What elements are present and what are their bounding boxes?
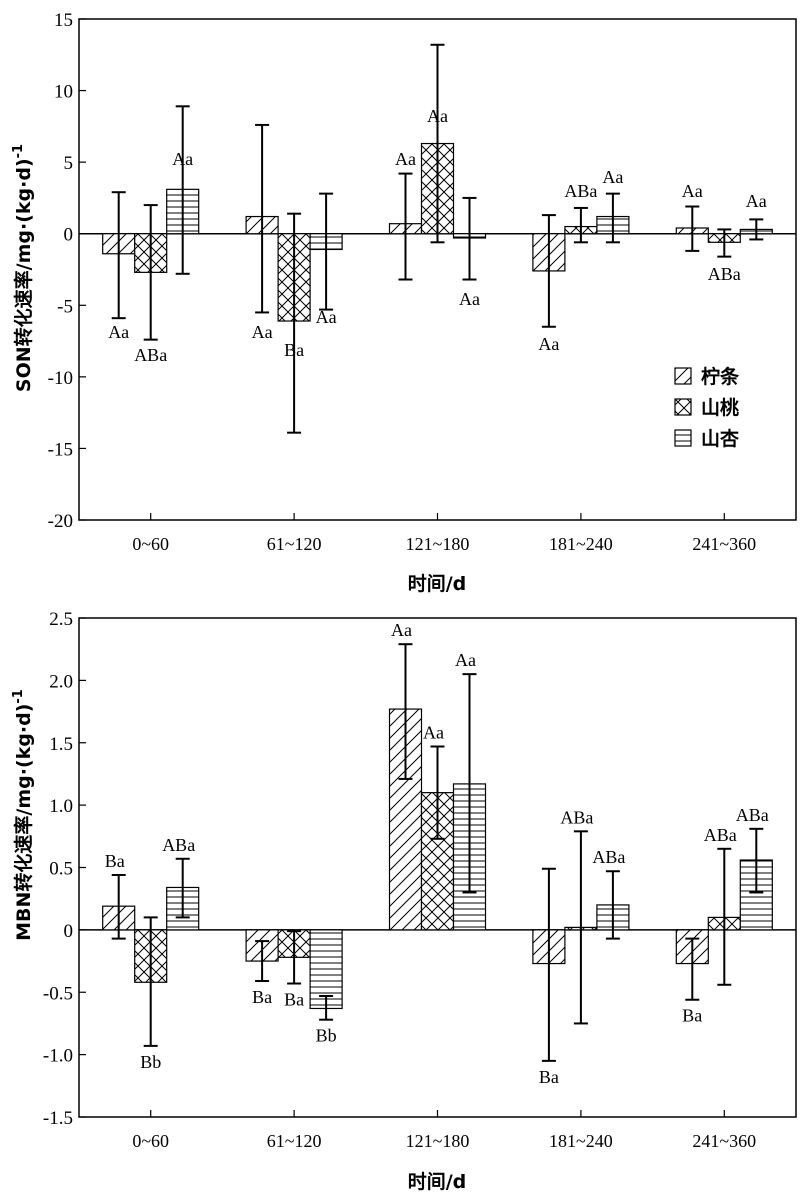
y-axis-label: SON转化速率/mg·(kg·d)-1 bbox=[11, 144, 35, 392]
significance-label: Aa bbox=[427, 106, 448, 126]
significance-label: Ba bbox=[539, 1067, 559, 1087]
x-tick-label: 121~180 bbox=[406, 1131, 470, 1151]
significance-label: Aa bbox=[316, 307, 337, 327]
y-tick-label: 2.0 bbox=[49, 671, 73, 692]
y-tick-label: -1.0 bbox=[43, 1046, 73, 1067]
y-tick-label: 1.0 bbox=[49, 796, 73, 817]
significance-label: ABa bbox=[708, 264, 741, 284]
x-tick-label: 61~120 bbox=[267, 534, 322, 554]
significance-label: ABa bbox=[736, 805, 769, 825]
y-tick-label: 0 bbox=[64, 921, 74, 942]
legend-swatch bbox=[674, 367, 692, 385]
x-tick-label: 121~180 bbox=[406, 534, 470, 554]
x-tick-label: 181~240 bbox=[549, 1131, 613, 1151]
y-tick-label: -15 bbox=[48, 439, 73, 460]
y-tick-label: 2.5 bbox=[49, 609, 73, 630]
y-tick-label: 0 bbox=[64, 225, 74, 246]
significance-label: Ba bbox=[284, 990, 304, 1010]
significance-label: Aa bbox=[538, 334, 559, 354]
significance-label: Aa bbox=[391, 620, 412, 640]
x-tick-label: 61~120 bbox=[267, 1131, 322, 1151]
significance-label: Ba bbox=[284, 340, 304, 360]
x-tick-label: 241~360 bbox=[692, 1131, 756, 1151]
significance-label: ABa bbox=[134, 345, 167, 365]
legend-swatch bbox=[674, 398, 692, 416]
y-tick-label: -1.5 bbox=[43, 1108, 73, 1129]
bar bbox=[420, 792, 455, 931]
y-axis-label: MBN转化速率/mg·(kg·d)-1 bbox=[11, 689, 35, 941]
significance-label: Aa bbox=[252, 322, 273, 342]
x-tick-label: 0~60 bbox=[132, 534, 169, 554]
significance-label: Aa bbox=[602, 167, 623, 187]
significance-label: ABa bbox=[564, 181, 597, 201]
y-tick-label: 5 bbox=[64, 153, 74, 174]
y-tick-label: -10 bbox=[48, 368, 73, 389]
y-tick-label: 0.5 bbox=[49, 859, 73, 880]
significance-label: Ba bbox=[105, 851, 125, 871]
legend-label: 山桃 bbox=[701, 396, 739, 419]
significance-label: Aa bbox=[746, 191, 767, 211]
significance-label: Ba bbox=[252, 987, 272, 1007]
y-tick-label: 10 bbox=[54, 82, 73, 103]
y-tick-label: 15 bbox=[54, 10, 73, 31]
significance-label: ABa bbox=[560, 807, 593, 827]
y-tick-label: -0.5 bbox=[43, 983, 73, 1004]
legend-swatch bbox=[674, 429, 692, 447]
significance-label: Aa bbox=[395, 149, 416, 169]
x-axis-label: 时间/d bbox=[408, 1171, 467, 1193]
mbn-chart: MBN转化速率/mg·(kg·d)-1 时间/d 2.5 2.0 1.5 1.0 0.5… bbox=[11, 609, 797, 1193]
significance-label: ABa bbox=[162, 835, 195, 855]
x-axis-label: 时间/d bbox=[408, 573, 467, 595]
son-chart: SON转化速率/mg·(kg·d)-1 时间/d 15 10 5 0 -5 -10 -15 -… bbox=[11, 10, 797, 595]
x-tick-label: 181~240 bbox=[549, 534, 613, 554]
legend-label: 山杏 bbox=[701, 427, 740, 450]
significance-label: Aa bbox=[423, 722, 444, 742]
legend-label: 柠条 bbox=[701, 365, 740, 388]
significance-label: ABa bbox=[704, 825, 737, 845]
significance-label: Ba bbox=[682, 1006, 702, 1026]
y-tick-label: -5 bbox=[57, 296, 73, 317]
y-tick-label: 1.5 bbox=[49, 734, 73, 755]
significance-label: Aa bbox=[455, 650, 476, 670]
significance-label: Bb bbox=[140, 1052, 161, 1072]
x-tick-label: 0~60 bbox=[132, 1131, 169, 1151]
x-tick-label: 241~360 bbox=[692, 534, 756, 554]
significance-label: Aa bbox=[682, 181, 703, 201]
significance-label: Aa bbox=[172, 149, 193, 169]
significance-label: Bb bbox=[316, 1026, 337, 1046]
y-tick-label: -20 bbox=[48, 511, 73, 532]
significance-label: Aa bbox=[108, 322, 129, 342]
significance-label: ABa bbox=[592, 847, 625, 867]
significance-label: Aa bbox=[459, 289, 480, 309]
